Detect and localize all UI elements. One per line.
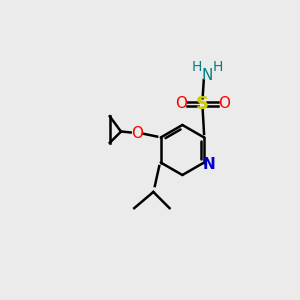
- Text: O: O: [218, 96, 230, 111]
- Text: H: H: [213, 60, 223, 74]
- Text: H: H: [192, 60, 202, 74]
- Text: O: O: [176, 96, 188, 111]
- Text: N: N: [202, 68, 213, 83]
- Text: N: N: [203, 158, 216, 172]
- Text: O: O: [131, 126, 143, 141]
- Text: S: S: [196, 94, 209, 112]
